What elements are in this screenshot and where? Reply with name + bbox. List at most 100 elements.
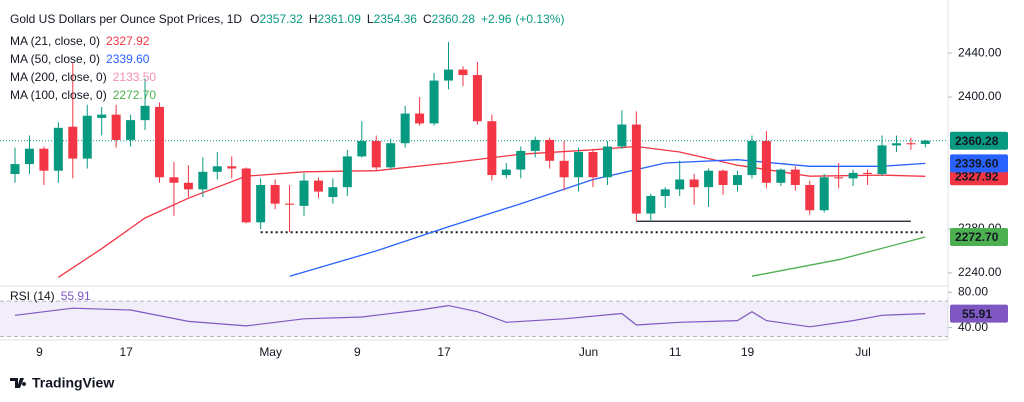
candle-body <box>198 171 208 190</box>
x-tick-label: Jul <box>855 345 870 359</box>
candle-body <box>863 172 873 174</box>
candle-body <box>733 175 742 185</box>
candle-body <box>501 169 511 176</box>
candle-body <box>183 182 193 190</box>
candle-body <box>140 105 150 121</box>
candle-body <box>313 180 323 192</box>
candle-body <box>660 189 670 196</box>
candle-body <box>342 156 352 188</box>
x-tick-label: 9 <box>36 345 43 359</box>
candle-body <box>155 106 164 178</box>
legend-entry: MA (50, close, 0) 2339.60 <box>10 52 150 66</box>
price-badge-label: 2327.92 <box>955 169 999 183</box>
candle-body <box>516 150 526 170</box>
rsi-badge-label: 55.91 <box>962 307 992 321</box>
candle-body <box>371 141 381 168</box>
candle-body <box>299 180 309 206</box>
candle-body <box>602 146 612 178</box>
legend-value: 2272.70 <box>113 88 157 102</box>
candle-body <box>458 69 468 76</box>
candle-body <box>357 141 367 157</box>
header: Gold US Dollars per Ounce Spot Prices, 1… <box>10 12 564 26</box>
candle-body <box>126 120 136 140</box>
rsi-line <box>14 304 926 328</box>
candle-body <box>270 184 280 204</box>
x-tick-label: 9 <box>354 345 361 359</box>
header-title: Gold US Dollars per Ounce Spot Prices, 1… <box>10 12 242 26</box>
candle-body <box>588 152 598 178</box>
brand-name: TradingView <box>32 375 114 391</box>
x-tick-label: 17 <box>437 345 451 359</box>
candle-body <box>111 114 121 140</box>
ohlc-value: 2360.28 <box>432 12 476 26</box>
plot-area <box>0 42 948 278</box>
x-tick-label: 17 <box>119 345 133 359</box>
legend-name: MA (50, close, 0) <box>10 52 100 66</box>
y-tick-label: 2400.00 <box>958 89 1002 103</box>
price-badge <box>950 131 1008 150</box>
candle-body <box>97 114 107 118</box>
candle-body <box>24 148 34 165</box>
rsi-value: 55.91 <box>61 289 91 303</box>
price-badge-label: 2272.70 <box>955 230 999 244</box>
x-tick-label: 11 <box>669 345 682 359</box>
candle-body <box>631 124 641 214</box>
ohlc-value: 2354.36 <box>374 12 418 26</box>
legend-name: MA (21, close, 0) <box>10 34 100 48</box>
price-badge-label: 2360.28 <box>955 134 999 148</box>
legend-entry: MA (21, close, 0) 2327.92 <box>10 34 150 48</box>
candle-body <box>675 179 685 190</box>
brand-logo <box>10 378 27 388</box>
legend-entry: MA (200, close, 0) 2133.50 <box>10 70 156 84</box>
candle-body <box>819 177 829 211</box>
candle-body <box>646 195 656 214</box>
ma-line <box>289 159 926 277</box>
y-tick-label: 2440.00 <box>958 45 1002 59</box>
price-badge <box>950 154 1008 173</box>
price-badge-label: 2339.60 <box>955 157 999 171</box>
candle-body <box>53 127 63 171</box>
candle-body <box>891 143 901 146</box>
ohlc-label: H <box>309 12 318 26</box>
candle-body <box>805 184 815 211</box>
candle-body <box>848 172 858 179</box>
change: +2.96 <box>481 12 512 26</box>
rsi-tick-label: 40.00 <box>958 320 988 334</box>
candle-body <box>429 80 439 124</box>
candle-body <box>169 177 179 183</box>
y-tick-label: 2240.00 <box>958 265 1002 279</box>
candle-body <box>10 164 20 174</box>
candle-body <box>39 148 49 171</box>
legend-value: 2133.50 <box>113 70 157 84</box>
candle-body <box>82 115 92 159</box>
ohlc-value: 2361.09 <box>318 12 362 26</box>
candle-body <box>747 141 757 176</box>
candle-body <box>559 160 569 178</box>
candle-body <box>776 169 786 183</box>
candle-body <box>704 170 714 188</box>
ohlc-value: 2357.32 <box>259 12 303 26</box>
candle-body <box>834 177 844 179</box>
candle-body <box>877 145 887 174</box>
legend-name: MA (100, close, 0) <box>10 88 107 102</box>
rsi-legend: RSI (14) 55.91 <box>10 289 91 303</box>
candle-body <box>617 124 627 147</box>
candle-body <box>415 113 425 124</box>
candle-body <box>530 139 540 151</box>
candle-body <box>472 75 482 122</box>
ohlc-label: C <box>423 12 432 26</box>
candle-body <box>386 143 396 168</box>
ma-line <box>751 236 926 277</box>
legend-value: 2339.60 <box>106 52 150 66</box>
candle-body <box>574 152 584 178</box>
ohlc-label: O <box>250 12 259 26</box>
x-tick-label: Jun <box>579 345 598 359</box>
brand: TradingView <box>10 375 114 391</box>
ma-line <box>57 145 926 278</box>
candle-body <box>241 168 251 223</box>
price-badge <box>950 227 1008 246</box>
legend-value: 2327.92 <box>106 34 150 48</box>
candle-body <box>718 170 728 185</box>
